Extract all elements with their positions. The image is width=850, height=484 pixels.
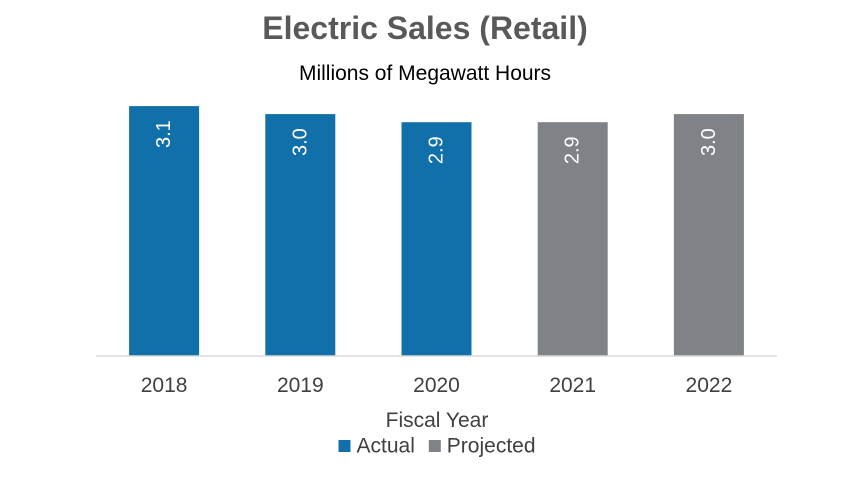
bar-2020: [401, 122, 472, 356]
bar-2022: [673, 114, 744, 356]
x-axis-title: Fiscal Year: [386, 409, 489, 432]
x-tick-2022: 2022: [686, 374, 733, 397]
bar-2019: [265, 114, 336, 356]
legend: Actual Projected: [338, 435, 536, 458]
bar-2021: [537, 122, 608, 356]
x-tick-2020: 2020: [413, 374, 460, 397]
legend-label-projected: Projected: [447, 435, 536, 458]
data-label-2020: 2.9: [426, 136, 448, 164]
data-label-2021: 2.9: [562, 136, 584, 164]
data-label-2019: 3.0: [289, 128, 311, 156]
bar-2018: [129, 106, 200, 356]
x-tick-2019: 2019: [277, 374, 324, 397]
chart-subtitle: Millions of Megawatt Hours: [298, 62, 552, 85]
legend-label-actual: Actual: [357, 435, 415, 458]
bars-group: 3.1 3.0 2.9 2.9 3.0: [129, 106, 744, 356]
data-label-2018: 3.1: [153, 120, 175, 148]
data-label-2022: 3.0: [698, 128, 720, 156]
legend-swatch-actual: [338, 440, 351, 452]
x-tick-2018: 2018: [141, 374, 188, 397]
x-tick-labels: 2018 2019 2020 2021 2022: [141, 374, 733, 397]
legend-swatch-projected: [428, 440, 441, 452]
x-tick-2021: 2021: [549, 374, 596, 397]
chart-title: Electric Sales (Retail): [262, 10, 588, 46]
